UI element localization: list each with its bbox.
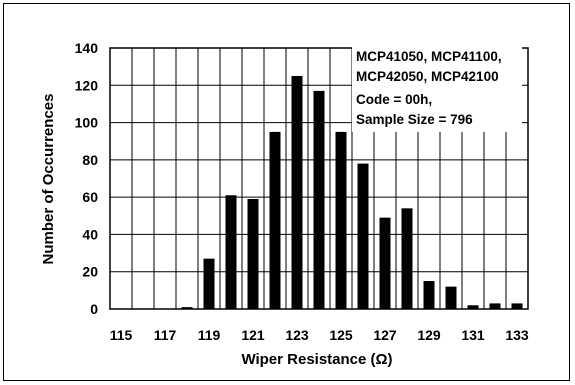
chart-annotation: MCP41050, MCP41100, MCP42050, MCP42100 C… — [352, 44, 522, 132]
annotation-line-1: MCP41050, MCP41100, — [356, 49, 502, 64]
x-tick-label: 123 — [285, 327, 309, 343]
y-tick-label: 80 — [82, 152, 98, 168]
x-tick-label: 121 — [241, 327, 265, 343]
y-tick-label: 140 — [75, 40, 99, 56]
x-axis-title: Wiper Resistance (Ω) — [241, 351, 392, 368]
bars-layer — [181, 75, 523, 309]
annotation-background — [352, 44, 522, 132]
bar — [511, 303, 523, 309]
annotation-line-4: Sample Size = 796 — [356, 112, 473, 127]
axes-layer — [109, 47, 529, 310]
annotation-line-2: MCP42050, MCP42100 — [356, 69, 499, 84]
x-tick-label: 131 — [461, 327, 485, 343]
bar — [445, 286, 457, 309]
bar — [247, 199, 259, 309]
bar — [489, 303, 501, 309]
bar — [181, 307, 193, 309]
x-tick-label: 119 — [198, 327, 221, 343]
bar — [313, 90, 325, 309]
bar — [225, 195, 237, 309]
annotation-line-3: Code = 00h, — [356, 92, 432, 107]
y-tick-label: 100 — [75, 115, 99, 131]
y-tick-label: 60 — [82, 189, 98, 205]
bar — [467, 305, 479, 309]
y-tick-labels: 0 20 40 60 80 100 120 140 — [75, 40, 99, 317]
x-tick-label: 117 — [154, 327, 177, 343]
bar — [423, 281, 435, 309]
bar — [335, 131, 347, 309]
y-tick-label: 120 — [75, 77, 99, 93]
y-tick-label: 0 — [90, 301, 98, 317]
x-tick-label: 127 — [373, 327, 397, 343]
y-tick-label: 20 — [82, 264, 98, 280]
bar — [379, 217, 391, 309]
y-axis-title: Number of Occurrences — [40, 94, 57, 265]
x-tick-labels: 115 117 119 121 123 125 127 129 131 133 — [110, 327, 529, 343]
bar — [401, 208, 413, 309]
plot-area-border — [109, 47, 529, 310]
y-tick-label: 40 — [82, 226, 98, 242]
x-tick-label: 129 — [417, 327, 441, 343]
bar — [357, 163, 369, 309]
x-tick-label: 133 — [505, 327, 529, 343]
x-tick-label: 115 — [110, 327, 133, 343]
bar — [269, 131, 281, 309]
x-tick-label: 125 — [329, 327, 353, 343]
bar — [291, 75, 303, 309]
bar — [203, 258, 215, 309]
